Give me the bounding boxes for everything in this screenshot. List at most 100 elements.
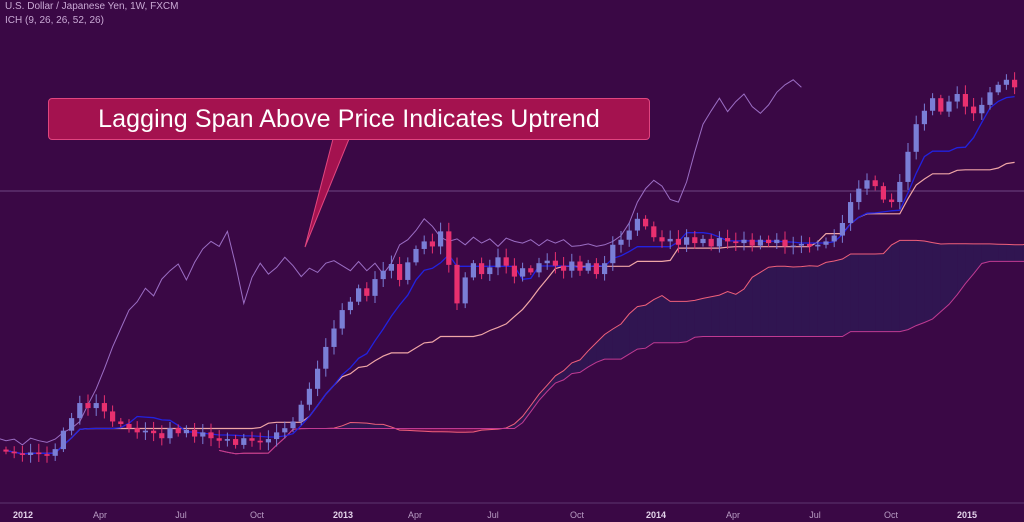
cloud-segment <box>727 291 736 337</box>
cloud-segment <box>1006 244 1015 262</box>
candle-body <box>413 248 419 263</box>
candle-body <box>536 263 542 273</box>
candle <box>306 382 312 411</box>
candle-body <box>716 238 722 247</box>
candle-body <box>290 421 296 429</box>
candle-body <box>864 180 870 189</box>
x-tick-label: Oct <box>883 510 899 520</box>
candle <box>421 235 427 255</box>
candle-body <box>561 265 567 271</box>
candle-body <box>880 186 886 200</box>
candle <box>913 115 919 160</box>
candle <box>651 221 657 242</box>
candle-body <box>552 260 558 266</box>
cloud-segment <box>342 422 351 429</box>
candle <box>315 360 321 397</box>
cloud-segment <box>694 298 703 338</box>
indicator-legend[interactable]: ICH (9, 26, 26, 52, 26) <box>5 15 104 26</box>
candle-body <box>634 218 640 231</box>
candle-body <box>749 239 755 246</box>
candle-body <box>782 239 788 247</box>
candle-body <box>60 430 66 450</box>
candle <box>585 259 591 274</box>
x-tick-label: Apr <box>725 510 741 520</box>
candle <box>282 421 288 439</box>
candle <box>930 93 936 116</box>
candle <box>479 257 485 280</box>
cloud-segment <box>826 261 835 337</box>
cloud-segment <box>965 243 974 284</box>
candle-body <box>101 403 107 412</box>
callout-pointer <box>304 138 350 248</box>
candle-body <box>774 239 780 244</box>
annotation-callout[interactable]: Lagging Span Above Price Indicates Uptre… <box>48 98 650 140</box>
cloud-segment <box>571 359 580 374</box>
cloud-segment <box>522 405 531 423</box>
candle-body <box>962 94 968 107</box>
cloud-segment <box>588 342 597 367</box>
candle-body <box>667 238 673 242</box>
candle <box>725 229 731 249</box>
candle <box>798 235 804 254</box>
candle <box>856 180 862 210</box>
candle <box>134 421 140 439</box>
candle-body <box>954 94 960 102</box>
candle <box>216 430 222 449</box>
candle <box>962 85 968 115</box>
candle <box>257 432 263 450</box>
cloud-segment <box>711 295 720 337</box>
cloud-segment <box>940 243 949 312</box>
candle <box>265 430 271 451</box>
candle <box>339 303 345 335</box>
lagging-span-line <box>0 79 802 446</box>
candle-body <box>69 418 75 431</box>
candle <box>438 222 444 255</box>
candle-body <box>347 301 353 311</box>
candle <box>815 240 821 251</box>
cloud-segment <box>350 422 359 429</box>
candle-body <box>306 388 312 405</box>
cloud-segment <box>867 254 876 332</box>
candle <box>11 446 17 459</box>
candle-body <box>577 261 583 271</box>
candle <box>290 417 296 433</box>
candle <box>159 425 165 446</box>
conversion-line <box>5 95 1015 455</box>
candle <box>708 234 714 251</box>
candle-body <box>487 267 493 275</box>
candle-body <box>405 262 411 280</box>
candle-body <box>175 428 181 434</box>
candle-body <box>700 238 706 244</box>
cloud-segment <box>891 240 900 332</box>
candle <box>618 230 624 253</box>
candle <box>692 230 698 249</box>
candle-body <box>921 110 927 125</box>
candle <box>536 257 542 278</box>
candle <box>388 255 394 279</box>
candle <box>790 236 796 255</box>
cloud-segment <box>850 254 859 332</box>
cloud-segment <box>899 240 908 332</box>
candle <box>52 443 58 461</box>
candle <box>897 174 903 210</box>
candle-body <box>610 244 616 264</box>
candle-body <box>3 449 9 452</box>
candle-body <box>167 428 173 439</box>
x-tick-label: Apr <box>407 510 423 520</box>
candle-body <box>725 238 731 242</box>
x-tick-label: Oct <box>249 510 265 520</box>
candle-body <box>930 98 936 111</box>
candle <box>766 235 772 247</box>
candle-body <box>946 101 952 112</box>
candle-body <box>675 238 681 245</box>
cloud-segment <box>817 262 826 337</box>
candle <box>183 425 189 438</box>
candle-body <box>126 423 132 429</box>
candle <box>19 445 25 462</box>
cloud-segment <box>957 243 966 295</box>
cloud-segment <box>735 289 744 337</box>
candle <box>700 235 706 247</box>
candle <box>823 237 829 249</box>
